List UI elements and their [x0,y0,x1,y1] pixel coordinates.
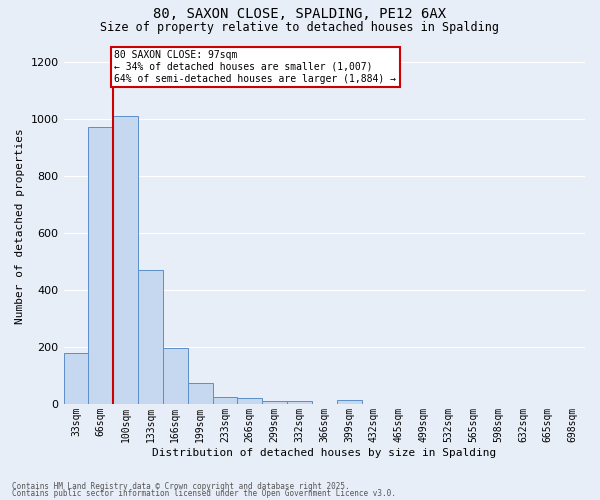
Bar [64,352,88,404]
Text: Contains HM Land Registry data © Crown copyright and database right 2025.: Contains HM Land Registry data © Crown c… [12,482,350,491]
Bar [212,397,238,404]
Bar [113,116,138,404]
Y-axis label: Number of detached properties: Number of detached properties [15,128,25,324]
Bar [262,401,287,404]
Bar [238,398,262,404]
X-axis label: Distribution of detached houses by size in Spalding: Distribution of detached houses by size … [152,448,496,458]
Bar [138,270,163,404]
Bar [88,128,113,404]
Text: 80, SAXON CLOSE, SPALDING, PE12 6AX: 80, SAXON CLOSE, SPALDING, PE12 6AX [154,8,446,22]
Bar [188,382,212,404]
Bar [163,348,188,404]
Bar [287,401,312,404]
Bar [337,400,362,404]
Text: 80 SAXON CLOSE: 97sqm
← 34% of detached houses are smaller (1,007)
64% of semi-d: 80 SAXON CLOSE: 97sqm ← 34% of detached … [115,50,397,84]
Text: Contains public sector information licensed under the Open Government Licence v3: Contains public sector information licen… [12,490,396,498]
Text: Size of property relative to detached houses in Spalding: Size of property relative to detached ho… [101,21,499,34]
